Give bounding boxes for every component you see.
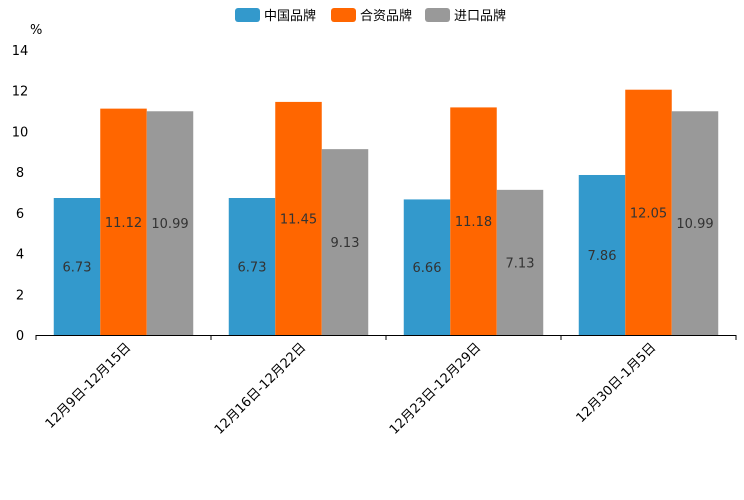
legend-label-joint: 合资品牌 [360, 8, 412, 24]
y-tick-label: 6 [16, 207, 24, 222]
legend-swatch-china [235, 8, 260, 22]
bar-import-3 [671, 111, 719, 336]
bar-value-label-china-0: 6.73 [63, 261, 92, 276]
bar-import-0 [146, 111, 194, 336]
bar-value-label-joint-3: 12.05 [630, 206, 667, 221]
bar-value-label-joint-1: 11.45 [280, 212, 317, 227]
y-tick-label: 10 [12, 125, 29, 140]
legend: 中国品牌 合资品牌 进口品牌 [235, 8, 506, 24]
x-axis: 12月9日-12月15日 12月16日-12月22日 12月23日-12月29日 12… [35, 335, 737, 438]
bar-value-label-china-2: 6.66 [413, 261, 442, 276]
bar-china-0 [53, 198, 101, 335]
x-category-label-2: 12月23日-12月29日 [387, 340, 484, 437]
bar-series-group: 6.73 11.12 10.99 6.73 11.45 9.13 6.66 11.18 7.13… [53, 89, 719, 336]
legend-label-import: 进口品牌 [454, 8, 506, 24]
bar-china-2 [403, 199, 451, 335]
bar-joint-1 [275, 101, 322, 335]
bar-value-label-joint-2: 11.18 [455, 215, 492, 230]
x-category-label-0: 12月9日-12月15日 [43, 340, 135, 432]
bar-joint-0 [100, 108, 147, 335]
bar-joint-2 [450, 107, 497, 335]
bar-joint-3 [625, 89, 672, 335]
legend-swatch-joint [331, 8, 356, 22]
y-tick-label: 0 [16, 329, 24, 344]
bar-value-label-joint-0: 11.12 [105, 216, 142, 231]
bar-value-label-import-0: 10.99 [151, 217, 188, 232]
x-category-label-1: 12月16日-12月22日 [212, 340, 309, 437]
y-tick-label: 14 [12, 44, 29, 59]
bar-import-1 [321, 149, 369, 335]
bar-value-label-import-1: 9.13 [331, 236, 360, 251]
bar-import-2 [496, 189, 544, 335]
bar-china-1 [228, 198, 276, 335]
y-axis: 0 2 4 6 8 10 12 14 [12, 44, 29, 344]
legend-swatch-import [425, 8, 450, 22]
bar-value-label-china-1: 6.73 [238, 261, 267, 276]
y-tick-label: 2 [16, 288, 24, 303]
bar-china-3 [578, 174, 626, 335]
y-tick-label: 4 [16, 248, 24, 263]
y-axis-unit-label: % [30, 23, 42, 38]
bar-value-label-import-3: 10.99 [676, 217, 713, 232]
x-category-label-3: 12月30日-1月5日 [574, 340, 660, 426]
y-tick-label: 12 [12, 85, 29, 100]
y-tick-label: 8 [16, 166, 24, 181]
bar-value-label-import-2: 7.13 [506, 256, 535, 271]
legend-label-china: 中国品牌 [264, 8, 316, 24]
bar-value-label-china-3: 7.86 [588, 249, 617, 264]
